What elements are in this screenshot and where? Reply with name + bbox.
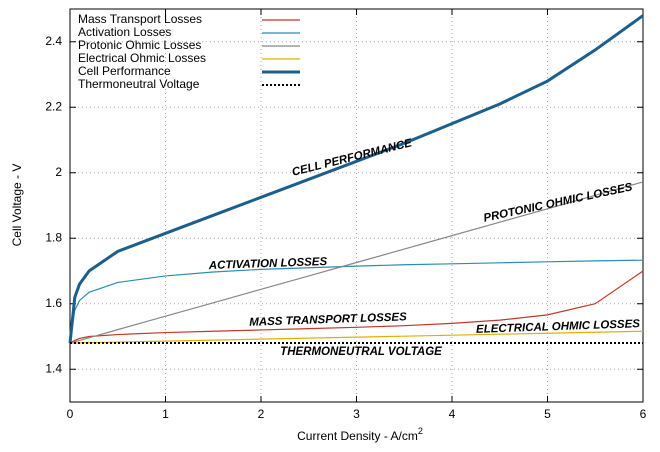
y-tick-label: 1.6 — [45, 296, 62, 310]
x-axis-label: Current Density - A/cm2 — [297, 426, 423, 443]
x-tick-label: 0 — [67, 407, 74, 421]
y-tick-label: 2.2 — [45, 99, 62, 113]
y-tick-label: 1.4 — [45, 361, 62, 375]
legend-label: Thermoneutral Voltage — [78, 77, 200, 91]
annotation: ELECTRICAL OHMIC LOSSES — [476, 318, 641, 336]
x-tick-label: 3 — [353, 407, 360, 421]
legend-label: Cell Performance — [78, 64, 171, 78]
legend-label: Mass Transport Losses — [78, 12, 202, 26]
series-line — [69, 259, 644, 344]
y-tick-label: 2 — [55, 165, 62, 179]
annotation: CELL PERFORMANCE — [291, 137, 414, 179]
x-axis-label-text: Current Density - A/cm — [297, 429, 418, 443]
x-axis-label-sup: 2 — [418, 426, 423, 436]
x-tick-label: 6 — [640, 407, 647, 421]
y-tick-label: 2.4 — [45, 34, 62, 48]
legend-label: Protonic Ohmic Losses — [78, 38, 201, 52]
legend-label: Activation Losses — [78, 25, 171, 39]
x-tick-label: 5 — [544, 407, 551, 421]
series-line — [69, 181, 644, 344]
x-tick-label: 4 — [449, 407, 456, 421]
annotation: MASS TRANSPORT LOSSES — [249, 311, 407, 329]
x-tick-label: 2 — [258, 407, 265, 421]
legend-label: Electrical Ohmic Losses — [78, 51, 206, 65]
series-line — [69, 270, 644, 344]
annotation: THERMONEUTRAL VOLTAGE — [280, 346, 442, 358]
plot-frame — [69, 8, 644, 403]
annotation: PROTONIC OHMIC LOSSES — [482, 181, 633, 224]
y-axis-label: Cell Voltage - V — [10, 164, 24, 247]
series-line — [70, 330, 644, 344]
series-line — [68, 14, 644, 344]
y-tick-label: 1.8 — [45, 230, 62, 244]
x-tick-label: 1 — [162, 407, 169, 421]
annotation: ACTIVATION LOSSES — [208, 256, 328, 272]
